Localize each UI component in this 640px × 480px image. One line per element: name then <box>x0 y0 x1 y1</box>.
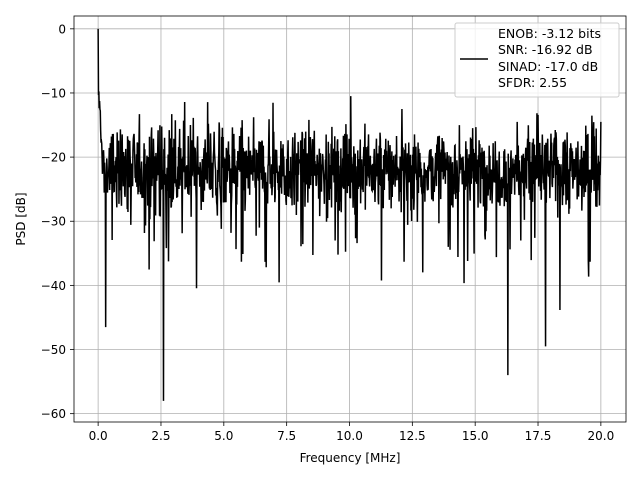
legend: ENOB: -3.12 bits SNR: -16.92 dB SINAD: -… <box>454 22 620 98</box>
legend-box <box>454 22 620 98</box>
x-tick-label: 17.5 <box>525 429 552 443</box>
y-tick-label: −20 <box>41 151 66 165</box>
y-tick-label: −60 <box>41 407 66 421</box>
y-tick-label: −10 <box>41 86 66 100</box>
y-axis-label: PSD [dB] <box>14 192 28 245</box>
x-tick-label: 20.0 <box>588 429 615 443</box>
y-tick-label: 0 <box>58 22 66 36</box>
psd-series-line <box>97 28 602 401</box>
legend-entry-sinad: SINAD: -17.0 dB <box>498 59 598 74</box>
x-axis-ticks: 0.0 2.5 5.0 7.5 10.0 12.5 15.0 17.5 20.0 <box>89 422 615 443</box>
x-axis-label: Frequency [MHz] <box>300 451 401 465</box>
y-tick-label: −40 <box>41 279 66 293</box>
x-tick-label: 15.0 <box>462 429 489 443</box>
x-tick-label: 2.5 <box>151 429 170 443</box>
y-axis-ticks: 0 −10 −20 −30 −40 −50 −60 <box>41 22 74 421</box>
y-tick-label: −30 <box>41 215 66 229</box>
plot-area <box>97 28 602 401</box>
x-tick-label: 12.5 <box>399 429 426 443</box>
x-tick-label: 5.0 <box>214 429 233 443</box>
legend-entry-snr: SNR: -16.92 dB <box>498 42 593 57</box>
plot-frame <box>73 15 627 423</box>
legend-entry-enob: ENOB: -3.12 bits <box>498 26 601 41</box>
x-tick-label: 10.0 <box>336 429 363 443</box>
legend-entry-sfdr: SFDR: 2.55 <box>498 75 567 90</box>
x-tick-label: 7.5 <box>277 429 296 443</box>
x-tick-label: 0.0 <box>89 429 108 443</box>
y-tick-label: −50 <box>41 343 66 357</box>
